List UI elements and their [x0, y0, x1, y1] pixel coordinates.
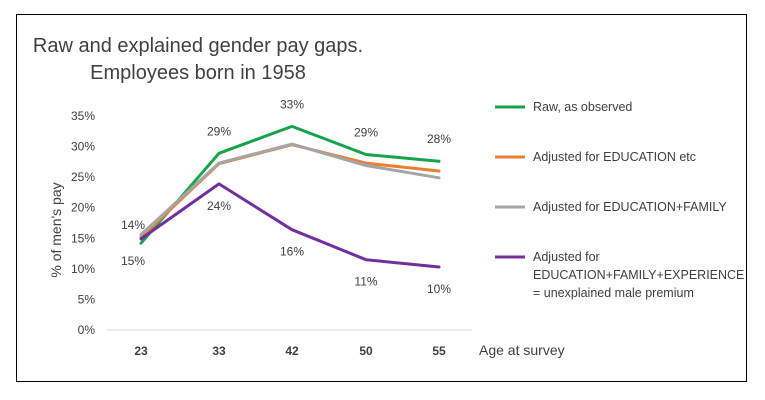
series-line-0	[139, 124, 441, 245]
data-label: 11%	[354, 275, 377, 289]
y-tick-label: 20%	[71, 201, 95, 215]
data-label: 16%	[280, 245, 304, 259]
x-axis: 23 33 42 50 55	[107, 329, 472, 358]
series-line-2	[139, 142, 441, 237]
data-label: 29%	[354, 126, 378, 140]
x-tick-label: 42	[285, 344, 299, 358]
data-label: 33%	[280, 97, 304, 111]
data-label: 24%	[207, 199, 231, 213]
y-axis: 0% 5% 10% 15% 20% 25% 30% 35%	[71, 109, 95, 337]
data-label: 14%	[121, 218, 145, 232]
legend-label: Adjusted for EDUCATION+FAMILY	[533, 200, 727, 214]
data-label: 15%	[121, 254, 145, 268]
chart-title: Raw and explained gender pay gaps. Emplo…	[33, 35, 363, 84]
legend: Raw, as observed Adjusted for EDUCATION e…	[495, 100, 744, 300]
y-tick-label: 10%	[71, 262, 95, 276]
x-axis-label: Age at survey	[479, 342, 565, 358]
legend-label: = unexplained male premium	[533, 286, 694, 300]
y-tick-label: 25%	[71, 170, 95, 184]
y-axis-label: % of men's pay	[48, 182, 64, 277]
chart-title-line-1: Raw and explained gender pay gaps.	[33, 35, 363, 57]
x-tick-label: 33	[212, 344, 226, 358]
y-tick-label: 35%	[71, 109, 95, 123]
x-tick-label: 55	[432, 344, 446, 358]
data-label: 10%	[427, 282, 451, 296]
data-label: 29%	[207, 124, 231, 138]
data-label: 28%	[427, 132, 451, 146]
legend-label: Adjusted for EDUCATION etc	[533, 150, 696, 164]
chart-title-line-2: Employees born in 1958	[90, 62, 306, 84]
legend-label: Adjusted for	[533, 250, 600, 264]
data-labels: 14% 29% 33% 29% 28% 15% 24% 16% 11% 10%	[121, 97, 451, 296]
x-tick-label: 50	[359, 344, 373, 358]
series-lines	[139, 124, 441, 269]
x-tick-label: 23	[134, 344, 148, 358]
chart-canvas: Raw and explained gender pay gaps. Emplo…	[33, 35, 745, 358]
y-tick-label: 0%	[78, 323, 96, 337]
chart-area: Raw and explained gender pay gaps. Emplo…	[16, 14, 747, 382]
y-tick-label: 5%	[78, 292, 96, 306]
series-line-3	[139, 182, 441, 269]
y-tick-label: 15%	[71, 231, 95, 245]
legend-label: Raw, as observed	[533, 100, 632, 114]
legend-label: EDUCATION+FAMILY+EXPERIENCE	[533, 268, 744, 282]
y-tick-label: 30%	[71, 140, 95, 154]
